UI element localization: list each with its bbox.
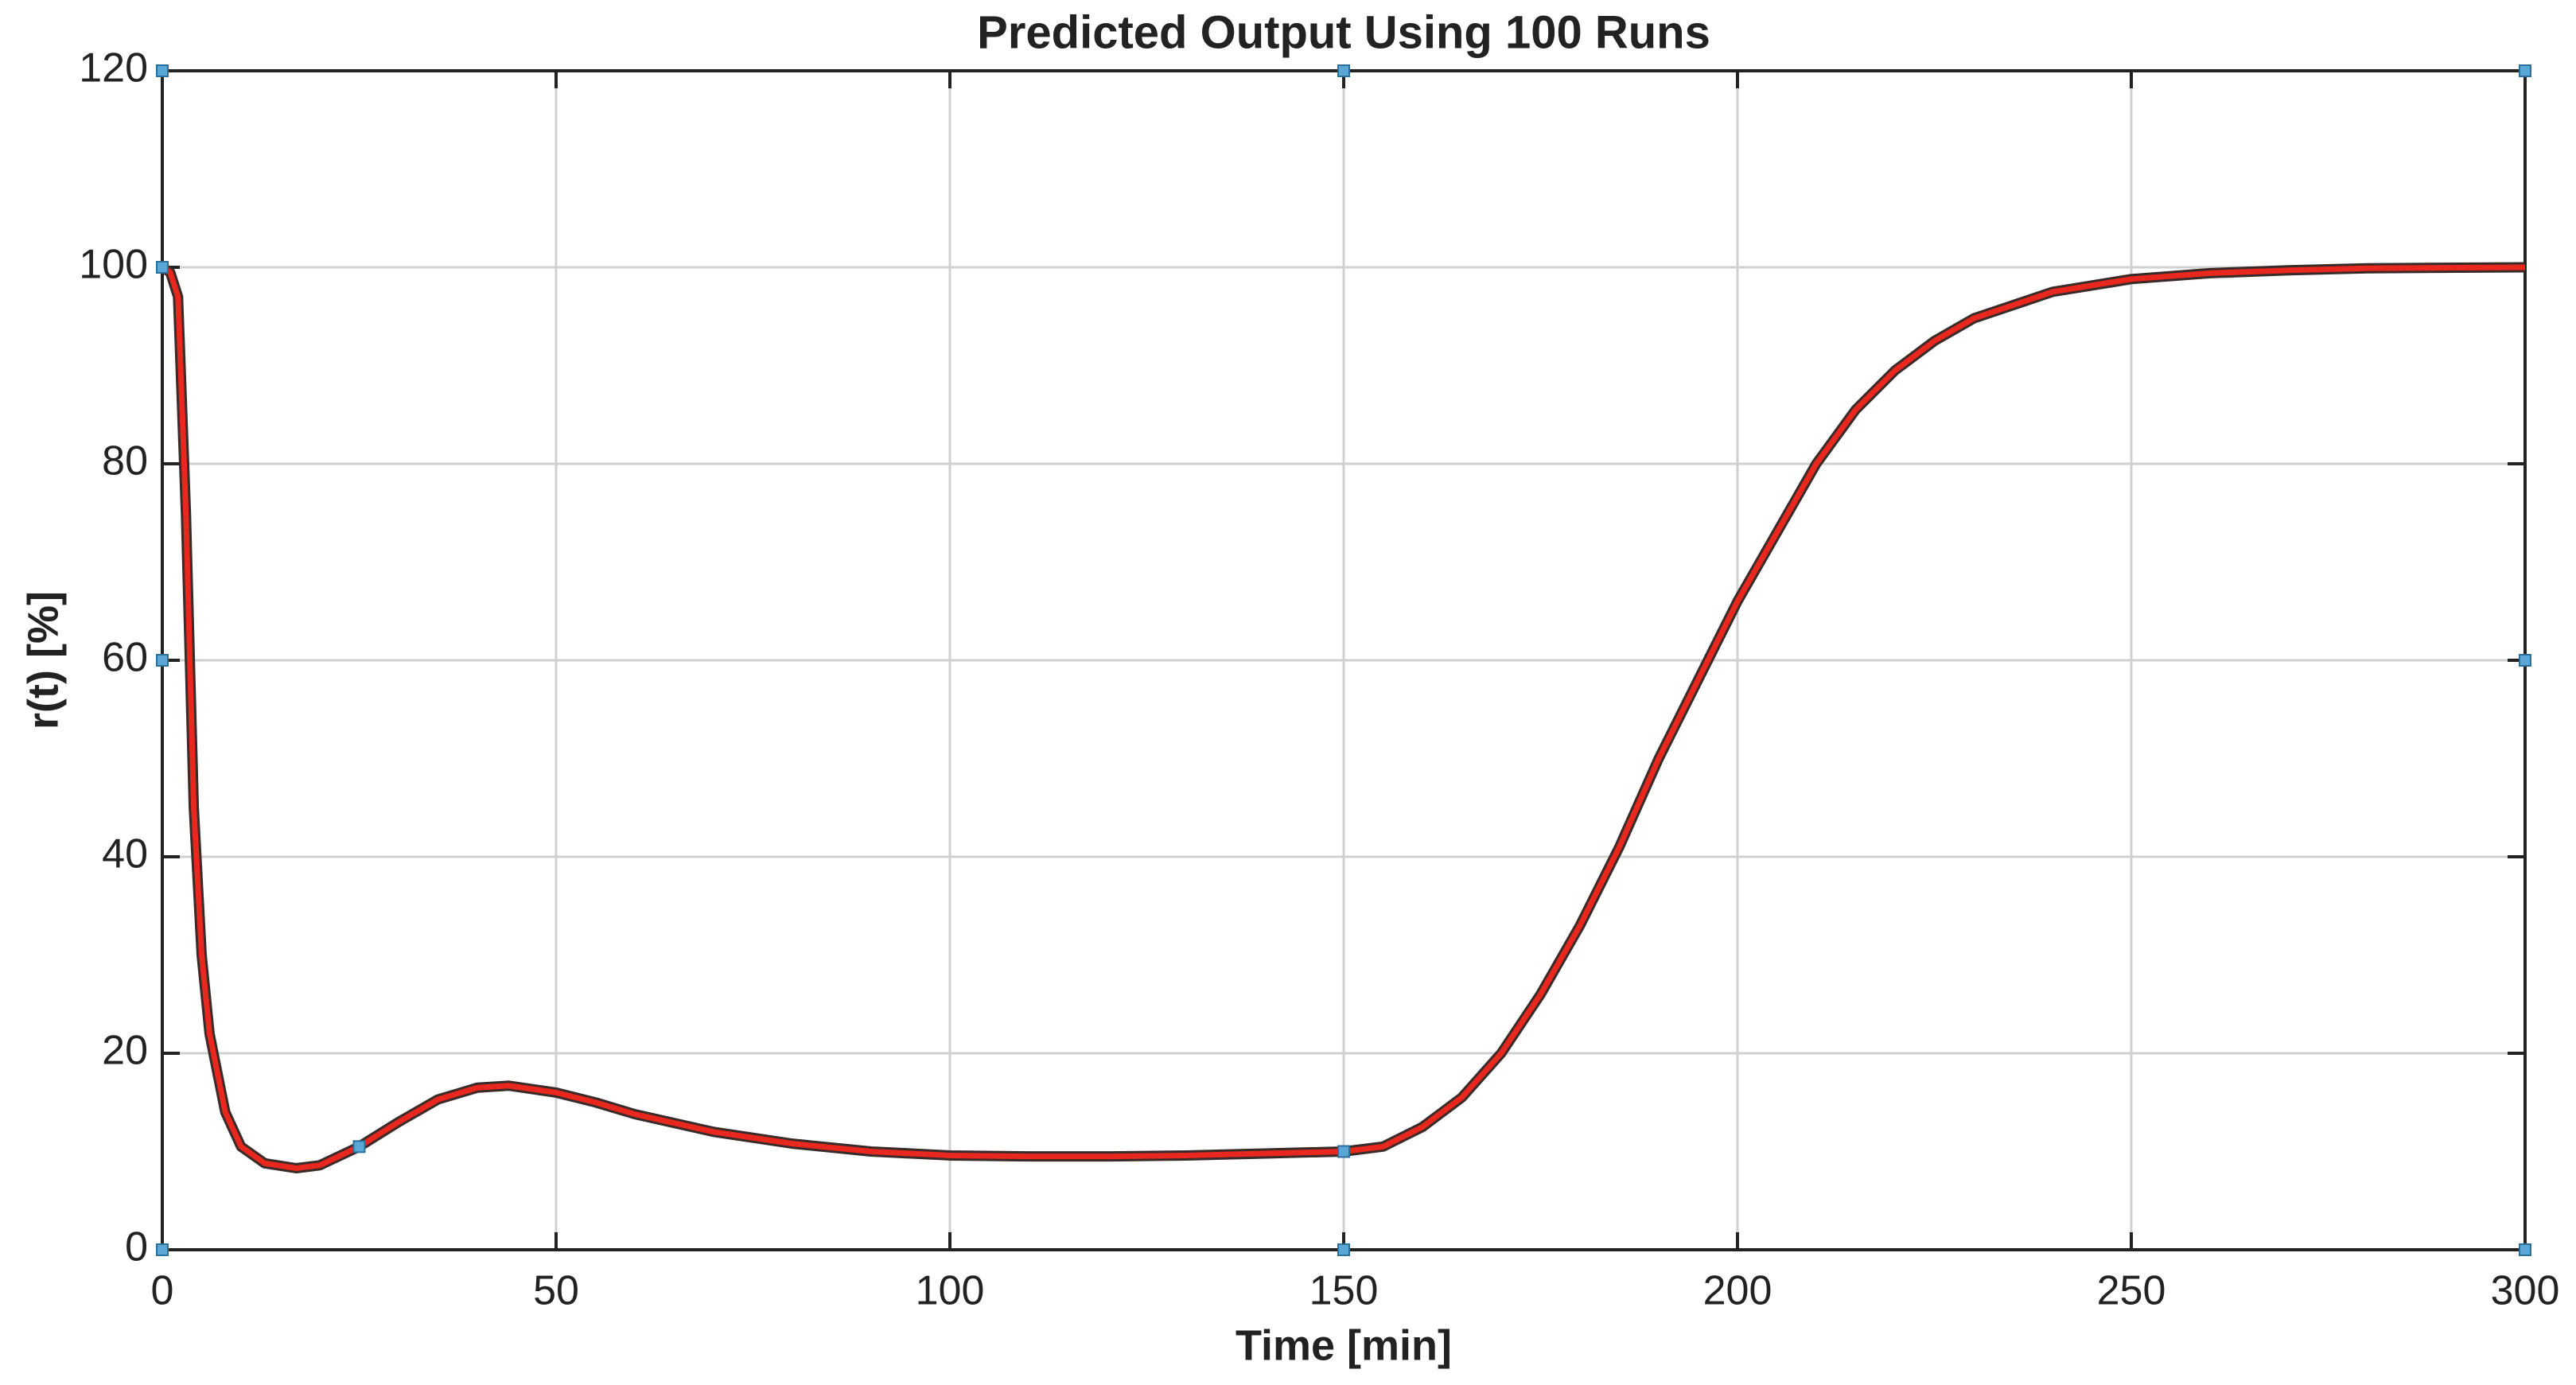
- marker: [156, 1243, 169, 1256]
- y-tick-label: 80: [102, 438, 148, 484]
- x-tick-label: 200: [1703, 1268, 1772, 1314]
- chart-title: Predicted Output Using 100 Runs: [977, 6, 1710, 58]
- marker: [2519, 654, 2531, 667]
- marker: [156, 64, 169, 77]
- marker: [1337, 64, 1350, 77]
- x-tick-label: 100: [916, 1268, 985, 1314]
- line: [161, 264, 2526, 1171]
- marker: [2519, 64, 2531, 77]
- marker: [156, 654, 169, 667]
- y-tick-label: 20: [102, 1028, 148, 1074]
- marker: [156, 261, 169, 274]
- marker: [1337, 1243, 1350, 1256]
- x-tick-label: 300: [2491, 1268, 2560, 1314]
- x-tick-label: 0: [151, 1268, 174, 1314]
- y-tick-label: 60: [102, 635, 148, 681]
- y-tick-label: 100: [79, 242, 148, 288]
- marker: [352, 1140, 366, 1154]
- y-tick-label: 0: [125, 1224, 148, 1270]
- x-axis-label: Time [min]: [1235, 1321, 1452, 1369]
- marker: [2519, 1243, 2531, 1256]
- marker: [1337, 1145, 1350, 1158]
- y-tick-label: 40: [102, 831, 148, 877]
- x-tick-label: 250: [2097, 1268, 2166, 1314]
- y-axis-label: r(t) [%]: [19, 591, 67, 729]
- y-tick-label: 120: [79, 45, 148, 91]
- x-tick-label: 50: [533, 1268, 579, 1314]
- x-tick-label: 150: [1309, 1268, 1379, 1314]
